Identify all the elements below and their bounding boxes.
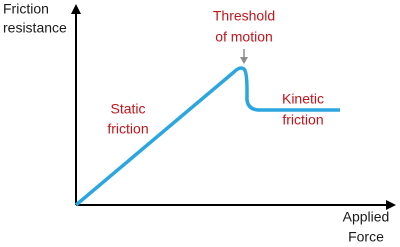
threshold-label: of motion bbox=[215, 29, 273, 45]
y-axis-arrow bbox=[71, 4, 81, 14]
static-label: friction bbox=[107, 121, 148, 137]
x-axis-arrow bbox=[386, 200, 396, 210]
kinetic-label: Kinetic bbox=[282, 91, 324, 107]
threshold-label: Threshold bbox=[213, 8, 275, 24]
y-axis-label: Friction bbox=[3, 1, 49, 17]
x-axis-label: Force bbox=[348, 229, 384, 245]
y-axis-label: resistance bbox=[3, 20, 67, 36]
kinetic-label: friction bbox=[282, 112, 323, 128]
static-label: Static bbox=[110, 101, 145, 117]
x-axis-label: Applied bbox=[343, 209, 390, 225]
friction-curve bbox=[74, 66, 340, 207]
threshold-pointer-head bbox=[240, 57, 248, 64]
